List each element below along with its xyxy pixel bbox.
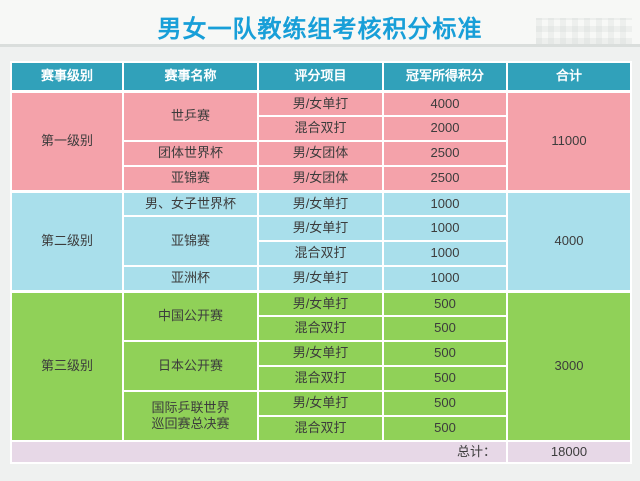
cell-scoring-item: 男/女单打 (257, 215, 384, 242)
cell-event-name: 团体世界杯 (122, 140, 259, 167)
table-row: 团体世界杯 男/女团体 2500 (11, 140, 631, 167)
cell-points: 4000 (382, 89, 508, 117)
cell-event-name: 国际乒联世界巡回赛总决赛 (122, 390, 259, 442)
table-row: 混合双打 500 (11, 315, 631, 342)
cell-event-name: 亚洲杯 (122, 265, 259, 292)
cell-scoring-item: 混合双打 (257, 240, 384, 267)
cell-scoring-item: 男/女团体 (257, 165, 384, 192)
header-event-level: 赛事级别 (10, 61, 124, 92)
cell-subtotal: 11000 (506, 89, 632, 192)
cell-level: 第三级别 (10, 289, 124, 442)
table-row: 第三级别 中国公开赛 男/女单打 500 3000 (10, 289, 632, 442)
grand-total-label: 总计： (10, 440, 508, 464)
cell-event-name: 世乒赛 (122, 89, 259, 142)
header-row: 赛事级别 赛事名称 评分项目 冠军所得积分 合计 (10, 61, 632, 92)
cell-scoring-item: 男/女团体 (257, 140, 384, 167)
cell-points: 500 (382, 315, 508, 342)
cell-level: 第一级别 (10, 89, 124, 192)
cell-scoring-item: 男/女单打 (257, 390, 384, 417)
table-row: 混合双打 1000 (11, 240, 631, 267)
group-level-2: 第二级别 男、女子世界杯 男/女单打 1000 4000 亚锦赛 男/女单打 1… (10, 189, 632, 292)
table-row: 混合双打 500 (11, 415, 631, 442)
cell-scoring-item: 混合双打 (257, 315, 384, 342)
group-level-3: 第三级别 中国公开赛 男/女单打 500 3000 混合双打 500 日本公开赛… (10, 289, 632, 442)
grand-total-value: 18000 (506, 440, 632, 464)
cell-event-name-text: 国际乒联世界巡回赛总决赛 (151, 399, 230, 431)
cell-scoring-item: 混合双打 (257, 365, 384, 392)
table-row: 日本公开赛 男/女单打 500 (11, 340, 631, 392)
table-row: 国际乒联世界巡回赛总决赛 男/女单打 500 (11, 390, 631, 442)
group-level-1: 第一级别 世乒赛 男/女单打 4000 11000 混合双打 2000 团体世界… (10, 89, 632, 192)
table-row: 亚锦赛 男/女单打 1000 (11, 215, 631, 267)
cell-points: 1000 (382, 265, 508, 292)
cell-points: 500 (382, 340, 508, 367)
table-row: 第二级别 男、女子世界杯 男/女单打 1000 4000 (10, 189, 632, 292)
cell-points: 500 (382, 289, 508, 317)
cell-event-name: 亚锦赛 (122, 165, 259, 192)
header-scoring-item: 评分项目 (257, 61, 384, 92)
table-header: 赛事级别 赛事名称 评分项目 冠军所得积分 合计 (10, 61, 632, 92)
cell-scoring-item: 男/女单打 (257, 289, 384, 317)
cell-level: 第二级别 (10, 189, 124, 292)
table-row: 亚锦赛 男/女团体 2500 (11, 165, 631, 192)
header-subtotal: 合计 (506, 61, 632, 92)
cell-subtotal: 4000 (506, 189, 632, 292)
cell-points: 2500 (382, 140, 508, 167)
cell-scoring-item: 男/女单打 (257, 189, 384, 217)
cell-points: 500 (382, 365, 508, 392)
watermark-pattern (536, 18, 632, 44)
cell-points: 1000 (382, 215, 508, 242)
table-footer: 总计： 18000 (10, 440, 632, 464)
cell-scoring-item: 男/女单打 (257, 265, 384, 292)
cell-scoring-item: 男/女单打 (257, 340, 384, 367)
cell-scoring-item: 男/女单打 (257, 89, 384, 117)
cell-event-name: 男、女子世界杯 (122, 189, 259, 217)
grand-total-row: 总计： 18000 (10, 440, 632, 464)
cell-scoring-item: 混合双打 (257, 415, 384, 442)
cell-scoring-item: 混合双打 (257, 115, 384, 142)
score-table: 赛事级别 赛事名称 评分项目 冠军所得积分 合计 第一级别 世乒赛 男/女单打 … (10, 61, 632, 464)
cell-points: 2500 (382, 165, 508, 192)
cell-subtotal: 3000 (506, 289, 632, 442)
table-row: 第一级别 世乒赛 男/女单打 4000 11000 (10, 89, 632, 192)
score-table-container: 赛事级别 赛事名称 评分项目 冠军所得积分 合计 第一级别 世乒赛 男/女单打 … (10, 61, 632, 464)
table-row: 混合双打 500 (11, 365, 631, 392)
cell-event-name: 中国公开赛 (122, 289, 259, 342)
cell-points: 1000 (382, 189, 508, 217)
cell-points: 1000 (382, 240, 508, 267)
table-row: 混合双打 2000 (11, 115, 631, 142)
title-band (0, 0, 640, 47)
header-champion-points: 冠军所得积分 (382, 61, 508, 92)
cell-event-name: 日本公开赛 (122, 340, 259, 392)
cell-event-name: 亚锦赛 (122, 215, 259, 267)
table-row: 亚洲杯 男/女单打 1000 (11, 265, 631, 292)
header-event-name: 赛事名称 (122, 61, 259, 92)
page-title: 男女一队教练组考核积分标准 (157, 16, 483, 43)
cell-points: 500 (382, 390, 508, 417)
cell-points: 500 (382, 415, 508, 442)
cell-points: 2000 (382, 115, 508, 142)
